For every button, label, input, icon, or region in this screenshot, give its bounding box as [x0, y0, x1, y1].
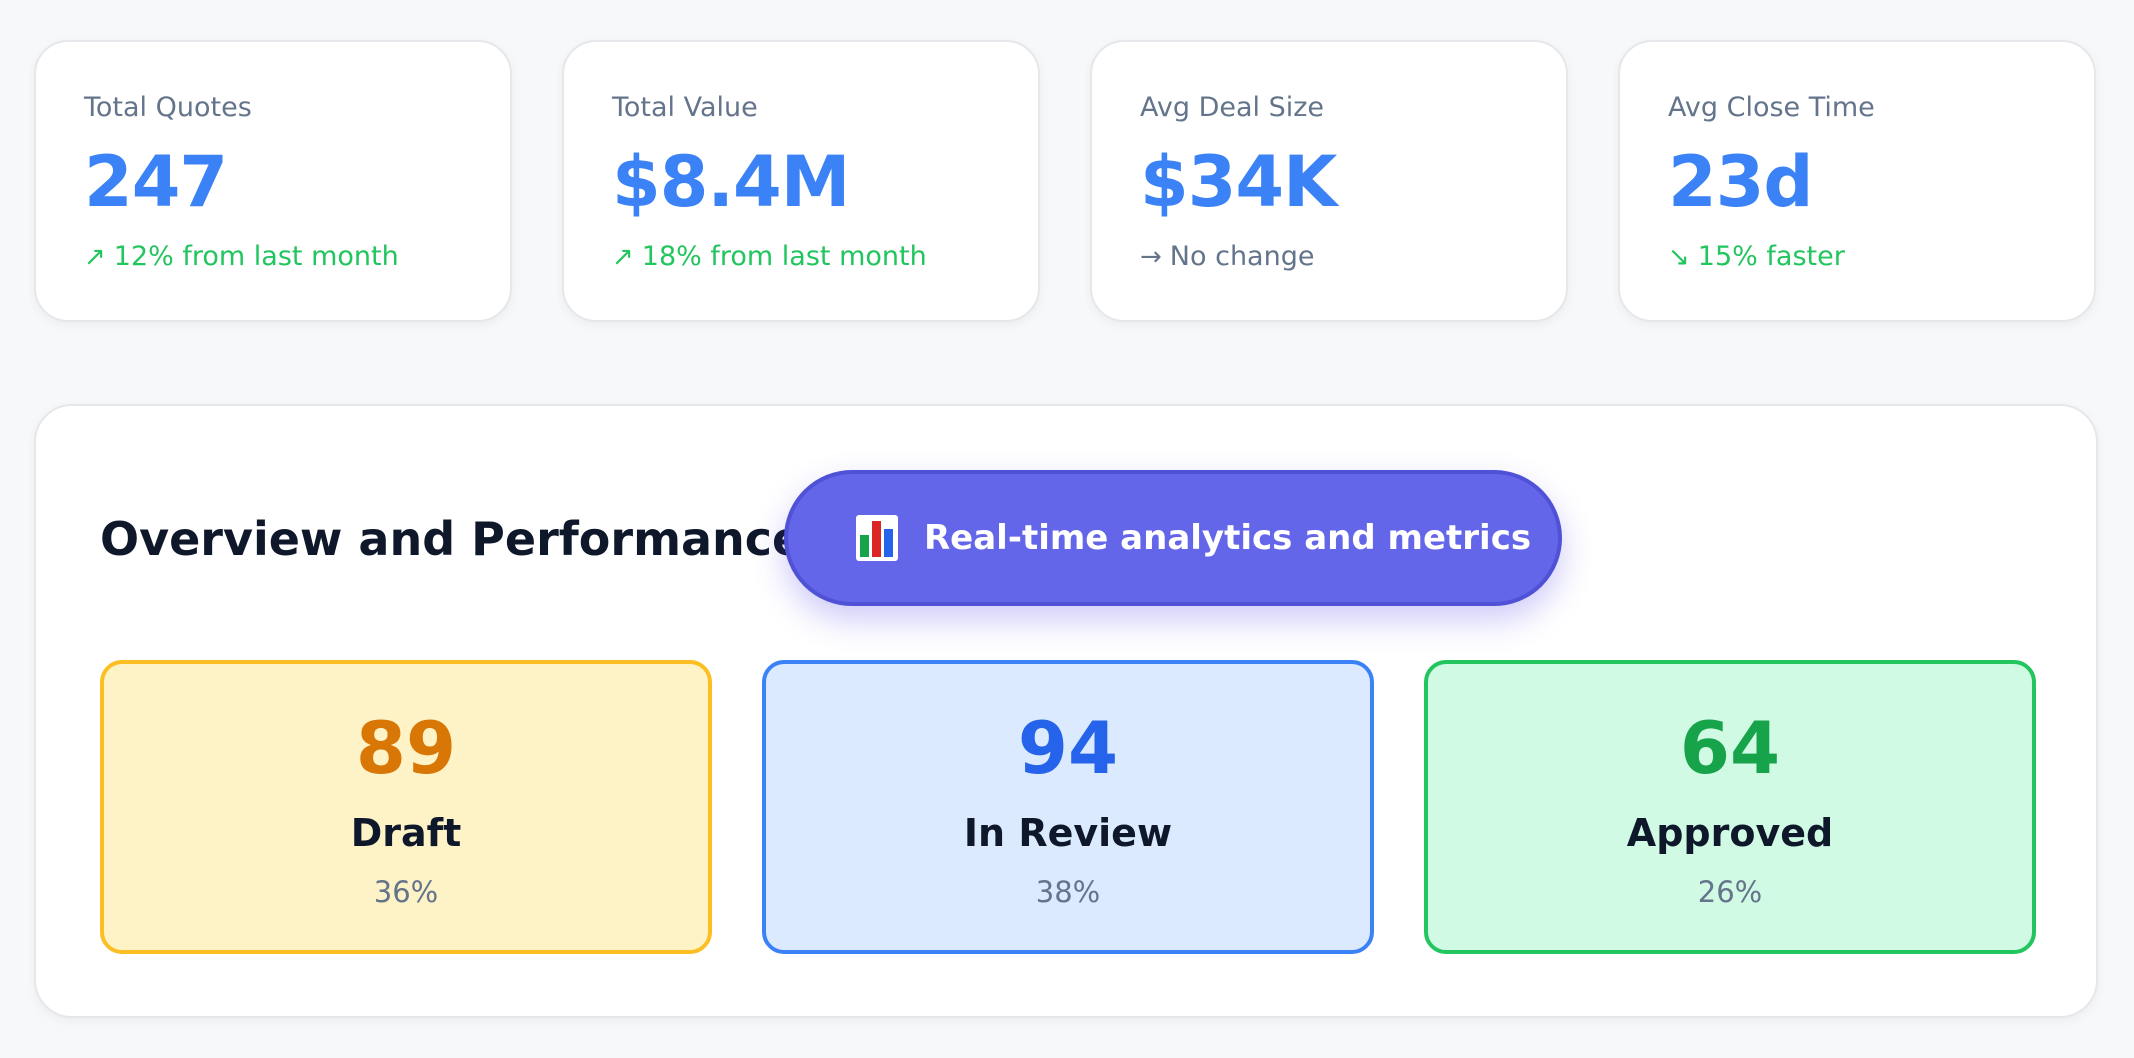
stat-trend: → No change [1140, 243, 1566, 270]
stat-label: Total Quotes [84, 92, 252, 123]
stat-trend: ↗ 18% from last month [612, 243, 1038, 270]
bar-chart-icon-bar [884, 529, 893, 557]
stat-value: $34K [1140, 141, 1337, 223]
trend-text: No change [1169, 241, 1315, 272]
trend-down-arrow-icon: ↘ [1668, 241, 1690, 272]
stat-label: Avg Deal Size [1140, 92, 1325, 123]
status-name: Draft [350, 811, 462, 855]
stat-label: Total Value [612, 92, 758, 123]
stat-card-total-value: Total Value $8.4M ↗ 18% from last month [562, 40, 1040, 322]
trend-text: 15% faster [1697, 241, 1845, 272]
stat-value: $8.4M [612, 141, 850, 223]
stat-trend: ↗ 12% from last month [84, 243, 510, 270]
status-name: In Review [963, 811, 1173, 855]
trend-text: 18% from last month [641, 241, 927, 272]
trend-up-arrow-icon: ↗ [84, 241, 106, 272]
status-card-in-review[interactable]: 94 In Review 38% [762, 660, 1374, 954]
analytics-badge-button[interactable]: Real-time analytics and metrics [784, 470, 1562, 606]
analytics-badge-label: Real-time analytics and metrics [924, 518, 1532, 558]
status-percent: 38% [1035, 875, 1101, 909]
bar-chart-icon-bar [872, 521, 881, 557]
status-percent: 26% [1697, 875, 1763, 909]
stat-card-avg-deal-size: Avg Deal Size $34K → No change [1090, 40, 1568, 322]
stat-value: 247 [84, 141, 228, 223]
stat-trend: ↘ 15% faster [1668, 243, 2094, 270]
bar-chart-icon [856, 515, 898, 561]
status-count: 64 [1679, 706, 1781, 790]
status-row: 89 Draft 36% 94 In Review 38% 64 Approve… [100, 660, 2036, 954]
stat-card-total-quotes: Total Quotes 247 ↗ 12% from last month [34, 40, 512, 322]
stat-label: Avg Close Time [1668, 92, 1875, 123]
overview-title: Overview and Performance [100, 512, 804, 566]
status-card-draft[interactable]: 89 Draft 36% [100, 660, 712, 954]
status-card-approved[interactable]: 64 Approved 26% [1424, 660, 2036, 954]
bar-chart-icon-bar [860, 535, 869, 557]
status-name: Approved [1626, 811, 1834, 855]
trend-right-arrow-icon: → [1140, 241, 1162, 272]
status-percent: 36% [373, 875, 439, 909]
trend-text: 12% from last month [113, 241, 399, 272]
stats-row: Total Quotes 247 ↗ 12% from last month T… [34, 40, 2096, 322]
status-count: 94 [1017, 706, 1119, 790]
overview-panel: Overview and Performance Real-time analy… [34, 404, 2098, 1018]
status-count: 89 [355, 706, 457, 790]
trend-up-arrow-icon: ↗ [612, 241, 634, 272]
stat-value: 23d [1668, 141, 1814, 223]
stat-card-avg-close-time: Avg Close Time 23d ↘ 15% faster [1618, 40, 2096, 322]
